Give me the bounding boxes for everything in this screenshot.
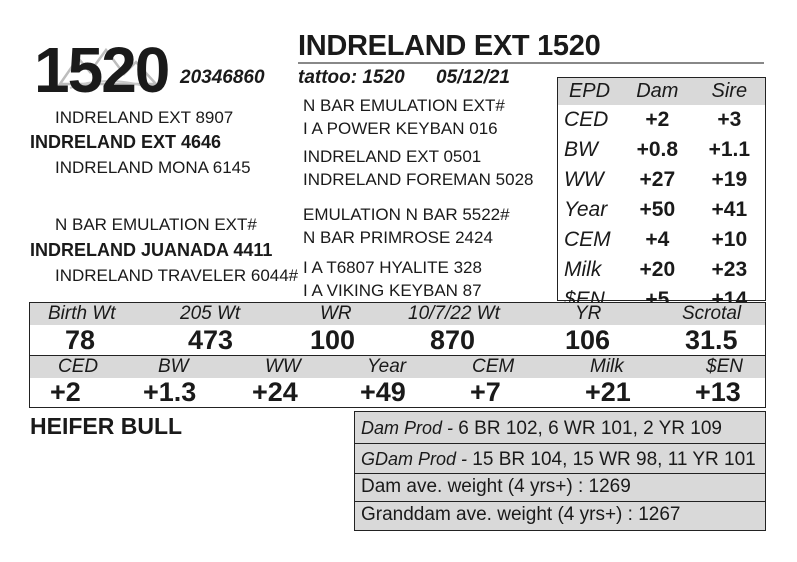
epd-sire-value: +10 [711,228,748,251]
epd-label: WW [265,356,301,377]
epd-label: Milk [590,356,624,377]
weight-label: 205 Wt [180,303,241,324]
pedigree-dam-sire: N BAR EMULATION EXT# [55,215,257,234]
registration-number: 20346860 [180,67,265,88]
epd-trait: CED [564,108,609,131]
pedigree-sd-dam: INDRELAND FOREMAN 5028 [303,170,534,189]
pedigree-ds-dam: N BAR PRIMROSE 2424 [303,228,493,247]
weight-label: Birth Wt [48,303,116,324]
weight-value: 473 [188,325,234,355]
pedigree-dam-dam: INDRELAND TRAVELER 6044# [55,266,299,285]
weight-label: 10/7/22 Wt [408,303,500,324]
epd-trait: CEM [564,228,611,251]
epd-comparison-table: EPD Dam Sire CED +2 +3 BW +0.8 +1.1 WW +27 +19… [557,77,766,311]
pedigree-dd-sire: I A T6807 HYALITE 328 [303,258,482,277]
pedigree-dam: INDRELAND JUANADA 4411 [30,240,273,260]
epd-header-trait: EPD [558,78,621,105]
pedigree-sire-sire: INDRELAND EXT 8907 [55,108,234,127]
pedigree-sd-sire: INDRELAND EXT 0501 [303,147,482,166]
animal-name-title: INDRELAND EXT 1520 [298,30,601,62]
pedigree-sire-dam: INDRELAND MONA 6145 [55,158,251,177]
epd-row: CEM +4 +10 [558,225,765,255]
epd-row: Year +50 +41 [558,195,765,225]
performance-stats-box: Birth Wt 205 Wt WR 10/7/22 Wt YR Scrotal… [29,302,766,408]
epd-label: BW [158,356,189,377]
weight-value: 78 [65,325,96,355]
epd-sire-value: +41 [711,198,748,221]
gdam-prod-row: GDam Prod - 15 BR 104, 15 WR 98, 11 YR 1… [361,447,756,472]
dam-prod-label: Dam Prod - [361,418,454,438]
production-box: Dam Prod - 6 BR 102, 6 WR 101, 2 YR 109 … [354,411,766,531]
weight-value: 31.5 [685,325,738,355]
pedigree-dd-dam: I A VIKING KEYBAN 87 [303,281,482,300]
epd-trait: Year [564,198,608,221]
epd-header-dam: Dam [621,78,694,105]
tattoo: tattoo: 1520 [298,67,405,88]
weight-label: YR [575,303,602,324]
ranch-logo-watermark [57,47,159,89]
gdam-prod-label: GDam Prod - [361,449,468,469]
epd-row: Milk +20 +23 [558,255,765,285]
epd-value: +2 [50,377,81,407]
granddam-ave-weight: Granddam ave. weight (4 yrs+) : 1267 [361,504,681,525]
stats-divider [30,355,765,356]
weight-value: 106 [565,325,611,355]
prod-divider [355,443,765,444]
epd-row: CED +2 +3 [558,105,765,135]
epd-trait: WW [564,168,604,191]
epd-label: CEM [472,356,515,377]
weights-header-bar [30,303,765,325]
epd-table-header: EPD Dam Sire [558,78,765,105]
pedigree-ds-sire: EMULATION N BAR 5522# [303,205,510,224]
weight-value: 100 [310,325,356,355]
epd-row: WW +27 +19 [558,165,765,195]
epd-sire-value: +1.1 [708,138,751,161]
epd-header-sire: Sire [693,78,765,105]
weight-value: 870 [430,325,476,355]
epds-header-bar [30,356,765,378]
epd-label: CED [58,356,99,377]
epd-sire-value: +23 [711,258,748,281]
epd-dam-value: +4 [645,228,670,251]
pedigree-ss-dam: I A POWER KEYBAN 016 [303,119,498,138]
epd-value: +1.3 [143,377,197,407]
dam-ave-weight: Dam ave. weight (4 yrs+) : 1269 [361,476,631,497]
epd-label: Year [367,356,407,377]
title-rule [298,62,764,64]
epd-dam-value: +27 [639,168,676,191]
epd-trait: BW [564,138,598,161]
epd-trait: Milk [564,258,602,281]
birth-date: 05/12/21 [436,67,510,88]
epd-value: +21 [585,377,631,407]
weight-label: WR [320,303,352,324]
epd-dam-value: +50 [639,198,676,221]
lot-number: 1520 [34,34,170,106]
weight-label: Scrotal [682,303,742,324]
dam-prod-row: Dam Prod - 6 BR 102, 6 WR 101, 2 YR 109 [361,416,722,441]
epd-value: +7 [470,377,501,407]
prod-divider [355,473,765,474]
category-label: HEIFER BULL [30,413,183,439]
epd-sire-value: +3 [717,108,742,131]
epd-dam-value: +0.8 [636,138,679,161]
epd-value: +24 [252,377,298,407]
epd-sire-value: +19 [711,168,748,191]
epd-dam-value: +20 [639,258,676,281]
epd-label: $EN [706,356,743,377]
dam-prod-value: 6 BR 102, 6 WR 101, 2 YR 109 [453,418,722,439]
pedigree-sire: INDRELAND EXT 4646 [30,132,222,152]
pedigree-ss-sire: N BAR EMULATION EXT# [303,96,505,115]
epd-dam-value: +2 [645,108,670,131]
epd-value: +49 [360,377,406,407]
gdam-prod-value: 15 BR 104, 15 WR 98, 11 YR 101 [467,449,756,470]
epd-row: BW +0.8 +1.1 [558,135,765,165]
prod-divider [355,501,765,502]
epd-value: +13 [695,377,741,407]
